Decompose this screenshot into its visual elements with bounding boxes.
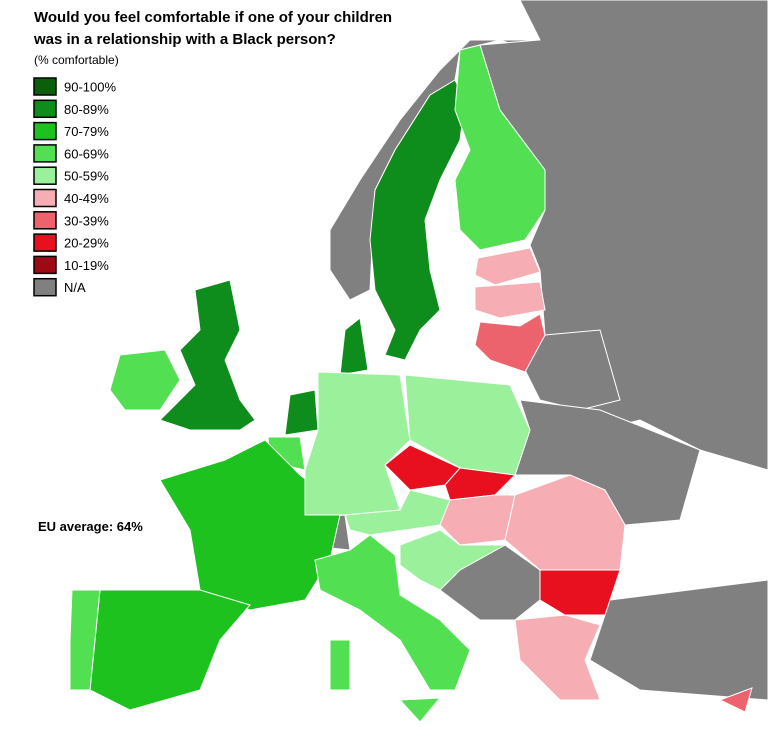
region	[284, 389, 319, 436]
legend-swatch	[33, 233, 57, 252]
legend-swatch	[33, 188, 57, 208]
legend: 90-100% 80-89% 70-79% 60-69% 50-59% 40-49% 30-…	[33, 77, 116, 297]
legend-label: 60-69%	[64, 146, 109, 161]
legend-label: 80-89%	[64, 102, 109, 117]
region	[109, 349, 181, 411]
legend-label: 90-100%	[64, 80, 116, 95]
region	[369, 79, 466, 361]
region	[474, 281, 546, 319]
legend-swatch	[33, 77, 57, 96]
legend-label: 20-29%	[64, 236, 109, 251]
legend-swatch	[33, 99, 57, 119]
region	[444, 467, 517, 501]
map-regions	[69, 0, 768, 723]
region	[89, 589, 251, 711]
region	[504, 474, 626, 571]
title-line: Would you feel comfortable if one of you…	[34, 9, 392, 26]
region	[474, 247, 541, 286]
legend-label: 50-59%	[64, 169, 109, 184]
region	[69, 589, 101, 691]
legend-label: 10-19%	[64, 258, 109, 273]
region	[454, 44, 546, 251]
legend-swatch	[33, 121, 57, 141]
region	[304, 371, 411, 516]
legend-label: N/A	[64, 280, 86, 295]
legend-swatch	[33, 144, 57, 163]
region	[514, 614, 601, 701]
region	[474, 313, 546, 373]
subtitle: (% comfortable)	[34, 53, 119, 67]
region	[314, 534, 471, 691]
legend-label: 70-79%	[64, 124, 109, 139]
region	[159, 279, 256, 431]
region	[339, 317, 369, 376]
region	[399, 529, 507, 591]
region	[589, 579, 768, 701]
legend-label: 40-49%	[64, 191, 109, 206]
region	[398, 697, 442, 723]
legend-swatch	[33, 211, 57, 230]
region	[718, 687, 753, 713]
legend-label: 30-39%	[64, 213, 109, 228]
legend-swatch	[33, 277, 57, 297]
region	[329, 639, 351, 691]
region	[439, 494, 516, 546]
legend-swatch	[33, 255, 57, 275]
annotation: EU average: 64%	[38, 519, 143, 534]
region	[539, 569, 621, 616]
title-line: was in a relationship with a Black perso…	[33, 31, 336, 48]
legend-swatch	[33, 166, 57, 185]
